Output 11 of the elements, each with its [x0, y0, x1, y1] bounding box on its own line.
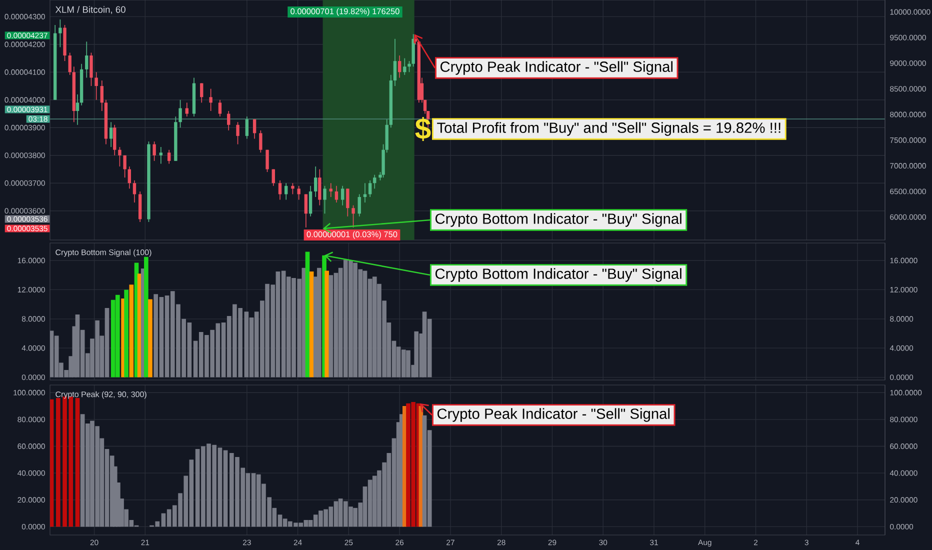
annotation: $ [415, 117, 431, 141]
text: Crypto Bottom Signal (100) [56, 249, 152, 257]
text: XLM / Bitcoin, 60 [55, 6, 126, 14]
annotation: Crypto Bottom Indicator - "Buy" Signal [435, 213, 682, 227]
annotation: Crypto Peak Indicator - "Sell" Signal [440, 61, 673, 75]
annotation: 0.00000701 (19.82%) 176250 [290, 8, 400, 16]
annotation: Total Profit from "Buy" and "Sell" Signals = 19.82% !!! [437, 122, 780, 136]
annotation: Crypto Peak Indicator - "Sell" Signal [437, 408, 670, 422]
text: Crypto Peak (92, 90, 300) [56, 391, 146, 399]
annotation: Crypto Bottom Indicator - "Buy" Signal [435, 268, 682, 282]
annotation: 0.00000001 (0.03%) 750 [306, 231, 398, 239]
